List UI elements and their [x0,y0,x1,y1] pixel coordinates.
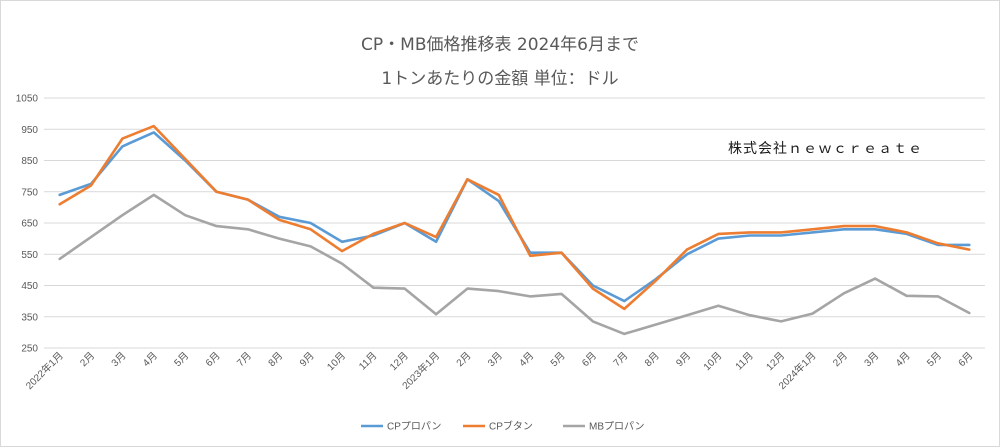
series-line [58,131,971,303]
y-tick-label: 650 [21,219,38,230]
x-tick-label: 2022年1月 [23,349,66,392]
x-tick-label: 3月 [485,350,504,369]
x-tick-label: 2月 [830,350,849,369]
chart-title: CP・MB価格推移表 2024年6月まで [361,35,639,55]
x-tick-label: 9月 [297,350,316,369]
series-line [58,193,971,336]
x-tick-label: 6月 [580,350,599,369]
x-tick-label: 5月 [925,350,944,369]
series-line [58,124,971,311]
legend-label: CPブタン [489,420,533,433]
x-tick-label: 4月 [893,350,912,369]
x-tick-label: 5月 [548,350,567,369]
x-tick-label: 7月 [235,350,254,369]
legend-label: MBプロパン [589,421,645,433]
x-tick-label: 4月 [517,350,536,369]
company-annotation: 株式会社ｎｅｗｃｒｅａｔｅ [728,141,923,157]
x-tick-label: 10月 [325,350,348,373]
y-tick-label: 350 [21,312,38,323]
x-tick-label: 3月 [109,350,128,369]
x-tick-label: 4月 [140,350,159,369]
x-tick-label: 9月 [674,350,693,369]
x-tick-label: 7月 [611,350,630,369]
y-tick-label: 850 [21,156,38,167]
x-tick-label: 3月 [862,350,881,369]
x-tick-label: 6月 [956,350,975,369]
y-tick-label: 1050 [16,94,39,105]
legend-label: CPプロパン [387,421,441,433]
x-tick-label: 6月 [203,350,222,369]
y-tick-label: 250 [21,344,38,355]
y-tick-label: 950 [21,125,38,136]
chart-subtitle: 1トンあたりの金額 単位：ドル [381,69,619,89]
x-tick-label: 11月 [733,350,756,373]
x-tick-label: 11月 [357,350,380,373]
x-tick-label: 10月 [701,350,724,373]
x-tick-label: 8月 [642,350,661,369]
y-tick-label: 550 [21,250,38,261]
x-tick-label: 12月 [387,350,410,373]
x-tick-label: 5月 [172,350,191,369]
x-tick-label: 2月 [78,350,97,369]
y-tick-label: 750 [21,187,38,198]
x-tick-label: 2月 [454,350,473,369]
x-tick-label: 12月 [764,350,787,373]
y-tick-label: 450 [21,281,38,292]
x-tick-label: 8月 [266,350,285,369]
